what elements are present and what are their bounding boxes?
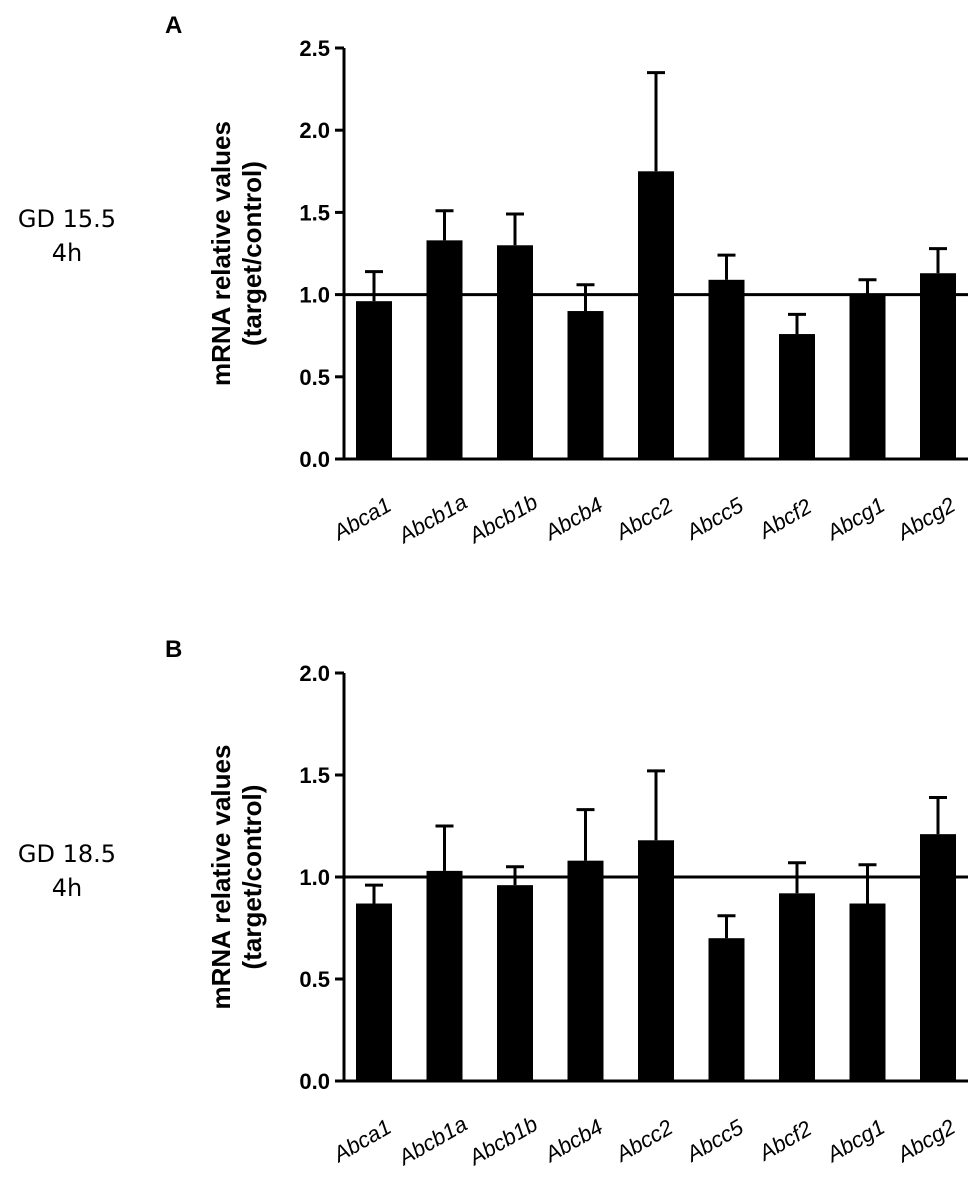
y-axis-label-line-1: mRNA relative values xyxy=(206,745,236,1010)
bar-Abcg1 xyxy=(849,294,886,459)
x-tick-label-Abcf2: Abcf2 xyxy=(753,494,816,545)
x-tick-label-Abcc5: Abcc5 xyxy=(680,492,748,546)
condition-label-a: GD 15.5 4h xyxy=(0,202,142,270)
bar-Abcb1a xyxy=(426,870,463,1081)
bar-Abcg2 xyxy=(920,273,956,459)
bar-Abcb1b xyxy=(497,245,533,459)
bar-Abcg1 xyxy=(849,903,886,1081)
condition-label-b: GD 18.5 4h xyxy=(0,837,142,905)
bar-Abcb1a xyxy=(426,240,463,459)
y-tick-label: 1.5 xyxy=(299,200,330,225)
y-tick-label: 1.5 xyxy=(299,763,330,788)
y-tick-label: 2.0 xyxy=(299,118,330,143)
x-tick-label-Abcc2: Abcc2 xyxy=(610,1114,677,1167)
x-tick-label-Abcb4: Abcb4 xyxy=(539,492,607,546)
y-axis-label: mRNA relative values(target/control) xyxy=(206,745,267,1010)
x-tick-label-Abcc5: Abcc5 xyxy=(680,1114,748,1168)
condition-b-line-2: 4h xyxy=(51,874,83,902)
condition-a-line-2: 4h xyxy=(51,239,83,267)
bar-Abcf2 xyxy=(779,334,815,459)
y-tick-label: 2.0 xyxy=(299,661,330,686)
x-tick-label-Abcg1: Abcg1 xyxy=(821,1114,889,1168)
x-tick-label-Abcf2: Abcf2 xyxy=(753,1116,816,1167)
x-tick-label-Abca1: Abca1 xyxy=(327,492,395,546)
y-axis-label-line-2: (target/control) xyxy=(237,785,267,970)
y-tick-label: 0.5 xyxy=(299,967,330,992)
x-tick-label-Abcb1a: Abcb1a xyxy=(392,489,471,549)
x-tick-label-Abcc2: Abcc2 xyxy=(610,492,677,545)
x-tick-label-Abcg2: Abcg2 xyxy=(891,492,959,546)
y-axis-label: mRNA relative values(target/control) xyxy=(206,121,267,386)
bar-Abcg2 xyxy=(920,834,956,1081)
y-tick-label: 0.0 xyxy=(299,1069,330,1094)
condition-a-line-1: GD 15.5 xyxy=(17,205,117,233)
panel-label-b: B xyxy=(165,636,183,663)
bar-Abcc5 xyxy=(708,938,745,1081)
y-tick-label: 1.0 xyxy=(299,283,330,308)
bar-Abcb4 xyxy=(567,860,604,1081)
x-tick-label-Abca1: Abca1 xyxy=(327,1114,395,1168)
bar-Abcc5 xyxy=(708,279,745,459)
x-tick-label-Abcb4: Abcb4 xyxy=(539,1114,607,1168)
bar-Abca1 xyxy=(356,903,392,1081)
bar-Abca1 xyxy=(356,301,392,459)
bar-Abcc2 xyxy=(638,840,674,1081)
condition-b-line-1: GD 18.5 xyxy=(17,840,117,868)
y-tick-label: 0.0 xyxy=(299,447,330,472)
x-tick-label-Abcb1b: Abcb1b xyxy=(463,489,542,549)
panel-label-a: A xyxy=(165,12,183,39)
y-axis-label-line-1: mRNA relative values xyxy=(206,121,236,386)
bar-Abcb4 xyxy=(567,311,604,459)
bar-Abcc2 xyxy=(638,171,674,460)
y-tick-label: 1.0 xyxy=(299,865,330,890)
y-tick-label: 2.5 xyxy=(299,36,330,61)
bar-Abcb1b xyxy=(497,885,533,1081)
x-tick-label-Abcg2: Abcg2 xyxy=(891,1114,959,1168)
x-tick-label-Abcb1a: Abcb1a xyxy=(392,1111,471,1171)
y-tick-label: 0.5 xyxy=(299,365,330,390)
x-tick-label-Abcg1: Abcg1 xyxy=(821,492,889,546)
bar-Abcf2 xyxy=(779,893,815,1081)
x-tick-label-Abcb1b: Abcb1b xyxy=(463,1111,542,1171)
chart-panel-a: 0.0 0.5 1.0 1.5 2.0 2.5 Abca1Abcb1aAbcb1bAbcb4… xyxy=(206,36,968,549)
y-axis-label-line-2: (target/control) xyxy=(237,161,267,346)
